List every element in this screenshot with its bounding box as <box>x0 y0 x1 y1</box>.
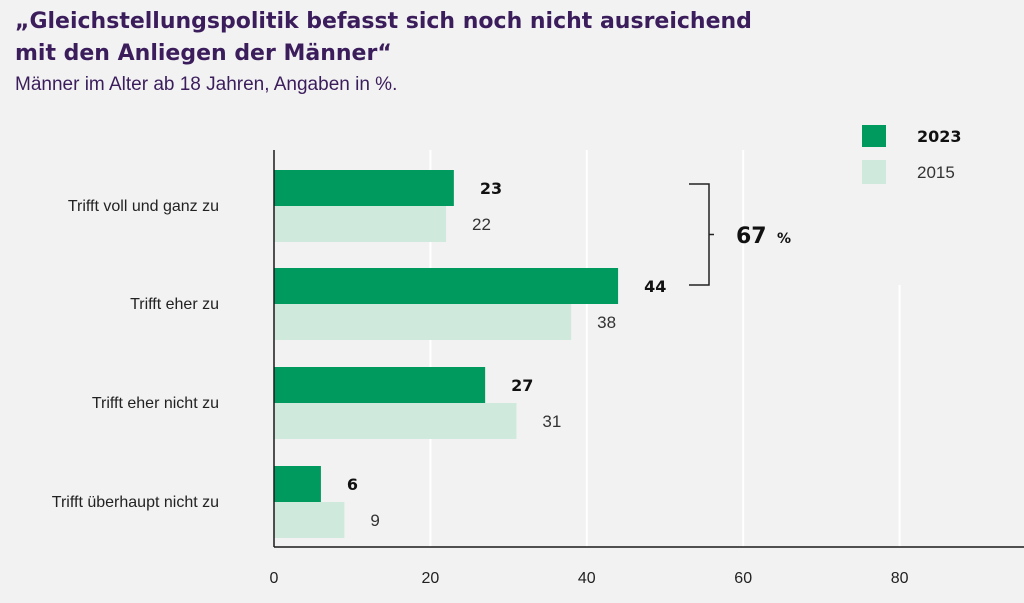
annotation-bracket <box>689 183 714 286</box>
x-tick-label-0: 0 <box>270 570 279 587</box>
x-tick-label-40: 40 <box>578 570 596 587</box>
bar-2023-2 <box>274 367 486 403</box>
data-label-2023-0: 23 <box>480 179 502 198</box>
category-label-3: Trifft überhaupt nicht zu <box>52 494 219 511</box>
legend-label-2015: 2015 <box>917 163 955 182</box>
bar-2015-2 <box>274 403 517 439</box>
bar-2015-3 <box>274 502 345 538</box>
category-label-2: Trifft eher nicht zu <box>92 395 219 412</box>
annotation-value: 67 <box>736 224 767 249</box>
chart-title-line-2: mit den Anliegen der Männer“ <box>15 41 392 66</box>
chart-subtitle: Männer im Alter ab 18 Jahren, Angaben in… <box>15 74 398 95</box>
annotation-unit: % <box>777 231 791 247</box>
category-label-1: Trifft eher zu <box>130 296 219 313</box>
x-tick-label-60: 60 <box>734 570 752 587</box>
data-label-2015-2: 31 <box>542 412 561 431</box>
bar-2015-0 <box>274 206 447 242</box>
data-label-2015-1: 38 <box>597 313 616 332</box>
x-tick-label-80: 80 <box>891 570 909 587</box>
bar-2023-1 <box>274 268 619 304</box>
data-label-2023-2: 27 <box>511 376 533 395</box>
x-tick-label-20: 20 <box>422 570 440 587</box>
data-label-2023-3: 6 <box>347 475 358 494</box>
bar-2015-1 <box>274 304 572 340</box>
bar-2023-0 <box>274 170 454 206</box>
chart-title: „Gleichstellungspolitik befasst sich noc… <box>15 6 915 70</box>
legend-swatch-2023 <box>862 125 886 147</box>
data-label-2023-1: 44 <box>644 277 666 296</box>
legend-swatch-2015 <box>862 160 886 184</box>
data-label-2015-0: 22 <box>472 215 491 234</box>
chart-title-line-1: „Gleichstellungspolitik befasst sich noc… <box>15 9 752 34</box>
data-label-2015-3: 9 <box>370 511 379 530</box>
bar-2023-3 <box>274 466 321 502</box>
category-label-0: Trifft voll und ganz zu <box>68 198 219 215</box>
legend-label-2023: 2023 <box>917 127 962 146</box>
